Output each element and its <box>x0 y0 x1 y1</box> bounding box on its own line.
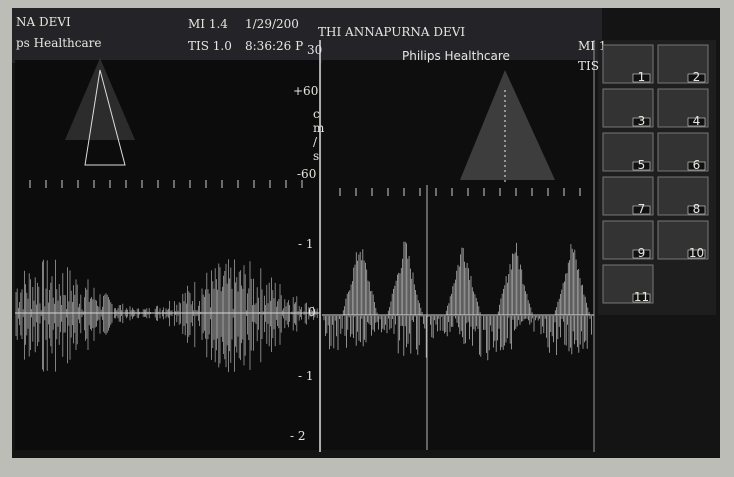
thumbnail-label: 7 <box>638 202 646 216</box>
doppler-trace <box>15 259 318 373</box>
tis: TIS 1.0 <box>188 39 232 53</box>
sector-image <box>65 58 135 140</box>
thumbnail-badge <box>632 249 651 259</box>
thumbnail-label: 8 <box>693 202 701 216</box>
thumbnail-badge <box>632 117 651 127</box>
frame: 30 <box>307 43 322 57</box>
thumbnail-badge <box>687 249 706 259</box>
header-band <box>12 8 602 63</box>
thumbnail-badge <box>687 117 706 127</box>
thumbnails: 1 2 3 4 5 6 7 8 9 10 11 <box>602 44 709 304</box>
thumbnail-badge <box>687 205 706 215</box>
scale-tick: - 1 <box>298 369 314 383</box>
time: 8:36:26 P <box>245 39 303 53</box>
left-panel <box>15 60 320 450</box>
mi: MI 1 <box>578 39 606 53</box>
scale-tick: - 1 <box>298 237 314 251</box>
scale-unit: / <box>313 135 318 149</box>
right-panel <box>322 60 594 450</box>
thumbnail-label: 9 <box>638 246 646 260</box>
scale-top: +60 <box>293 84 318 98</box>
thumbnail-badge <box>632 293 651 303</box>
thumbnail-label: 2 <box>693 70 701 84</box>
mi: MI 1.4 <box>188 17 228 31</box>
scale-unit: m <box>313 121 325 135</box>
scale-bottom: -60 <box>297 167 316 181</box>
thumbnail-badge <box>687 161 706 171</box>
org: ps Healthcare <box>16 36 101 50</box>
thumbnail-badge <box>632 205 651 215</box>
thumbnail-label: 1 <box>638 70 646 84</box>
thumbnail-label: 4 <box>693 114 701 128</box>
scale-tick: 0 <box>308 305 316 319</box>
date: 1/29/200 <box>245 17 299 31</box>
org: Philips Healthcare <box>402 49 510 63</box>
tis: TIS <box>578 59 599 73</box>
thumbnail-label: 10 <box>689 246 704 260</box>
scale-unit: s <box>313 149 319 163</box>
thumbnail-badge <box>687 73 706 83</box>
scale-tick: - 2 <box>290 429 306 443</box>
patient-name: THI ANNAPURNA DEVI <box>318 25 465 39</box>
thumbnail[interactable] <box>602 264 654 304</box>
sector-image <box>460 70 555 180</box>
thumbnail-label: 6 <box>693 158 701 172</box>
thumbnail-label: 3 <box>638 114 646 128</box>
thumbnail-label: 5 <box>638 158 646 172</box>
thumbnail-badge <box>632 161 651 171</box>
scale-unit: c <box>313 107 320 121</box>
sample-gate <box>84 69 126 166</box>
thumbnail-badge <box>632 73 651 83</box>
thumbnail-label: 11 <box>634 290 649 304</box>
patient-name: NA DEVI <box>16 15 71 29</box>
